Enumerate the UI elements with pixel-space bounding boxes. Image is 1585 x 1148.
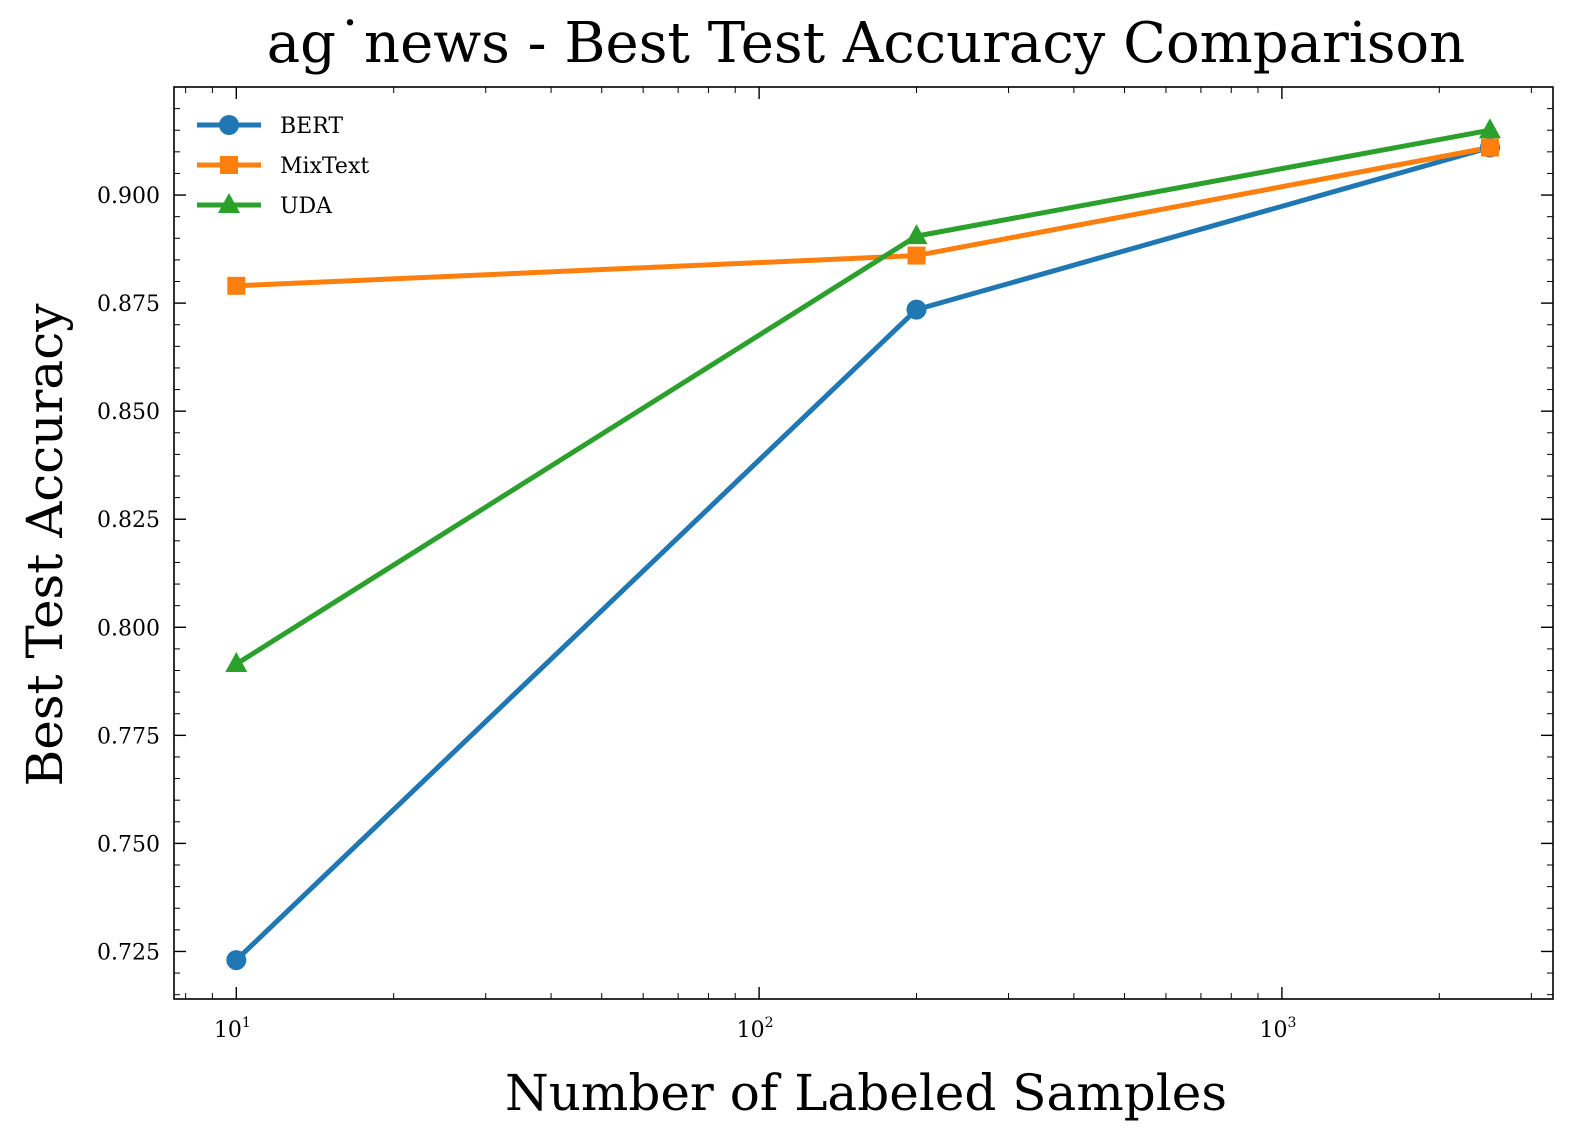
series-layer [225,118,1501,971]
x-tick-label: 103 [1259,1015,1296,1043]
y-tick-label: 0.875 [97,292,160,317]
y-tick-label: 0.750 [97,832,160,857]
y-tick-label: 0.800 [97,616,160,641]
axes-frame [173,86,1554,1000]
legend-label-bert: BERT [280,114,343,139]
chart-title: ag˙news - Best Test Accuracy Comparison [267,11,1465,76]
data-point-mixtext [227,276,246,295]
data-point-uda [225,652,248,673]
legend-marker-uda [218,193,240,213]
data-point-uda [1478,118,1501,139]
data-point-bert [906,299,927,320]
data-point-mixtext [907,246,926,265]
data-point-uda [905,224,928,245]
legend-marker-mixtext [220,156,238,174]
legend: BERT MixText UDA [197,114,369,219]
y-axis: 0.725 0.750 0.775 0.800 0.825 0.850 0.875 0.900 [97,108,1553,996]
plot-area [173,86,1554,1000]
data-point-mixtext [1480,138,1499,157]
data-point-bert [226,950,247,971]
y-axis-label: Best Test Accuracy [16,303,74,787]
series-line-mixtext [236,145,1491,289]
y-tick-label: 0.775 [97,724,160,749]
x-tick-label: 101 [214,1015,251,1043]
x-axis: 101 102 103 [185,87,1532,1043]
legend-marker-bert [219,115,239,135]
legend-label-mixtext: MixText [280,154,369,179]
y-tick-label: 0.900 [97,184,160,209]
x-axis-label: Number of Labeled Samples [505,1064,1227,1122]
y-tick-label: 0.825 [97,508,160,533]
y-tick-label: 0.850 [97,400,160,425]
x-tick-label: 102 [737,1015,774,1043]
y-tick-label: 0.725 [97,940,160,965]
legend-label-uda: UDA [280,194,333,219]
series-line-uda [234,127,1491,667]
